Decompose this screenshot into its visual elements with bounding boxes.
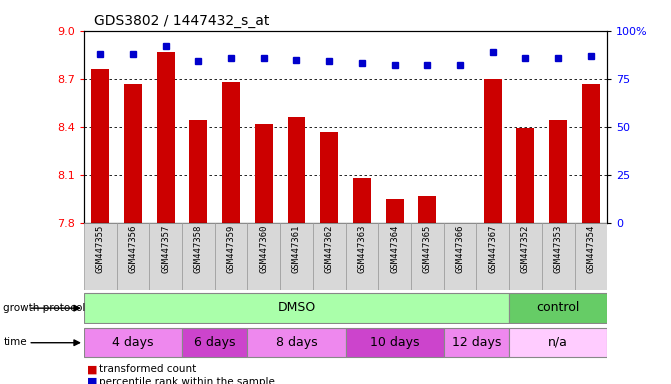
Bar bbox=[574, 223, 607, 290]
Text: control: control bbox=[537, 301, 580, 314]
Text: GSM447354: GSM447354 bbox=[586, 225, 595, 273]
Text: GSM447362: GSM447362 bbox=[325, 225, 333, 273]
Text: GDS3802 / 1447432_s_at: GDS3802 / 1447432_s_at bbox=[95, 14, 270, 28]
Text: GSM447359: GSM447359 bbox=[227, 225, 236, 273]
Text: 10 days: 10 days bbox=[370, 336, 419, 349]
Bar bbox=[444, 223, 476, 290]
Text: GSM447360: GSM447360 bbox=[259, 225, 268, 273]
Bar bbox=[156, 51, 174, 223]
Bar bbox=[386, 199, 404, 223]
Bar bbox=[542, 223, 574, 290]
Text: GSM447365: GSM447365 bbox=[423, 225, 432, 273]
Bar bbox=[150, 223, 182, 290]
Bar bbox=[84, 293, 509, 323]
Bar bbox=[418, 195, 436, 223]
Text: 4 days: 4 days bbox=[112, 336, 154, 349]
Bar bbox=[91, 69, 109, 223]
Text: GSM447363: GSM447363 bbox=[358, 225, 366, 273]
Bar bbox=[549, 120, 567, 223]
Text: n/a: n/a bbox=[548, 336, 568, 349]
Bar bbox=[509, 223, 542, 290]
Bar bbox=[320, 131, 338, 223]
Text: time: time bbox=[3, 337, 27, 347]
Text: DMSO: DMSO bbox=[277, 301, 315, 314]
Bar bbox=[444, 328, 509, 358]
Text: GSM447353: GSM447353 bbox=[554, 225, 563, 273]
Text: GSM447367: GSM447367 bbox=[488, 225, 497, 273]
Bar bbox=[353, 178, 371, 223]
Bar bbox=[509, 293, 607, 323]
Text: percentile rank within the sample: percentile rank within the sample bbox=[99, 377, 275, 384]
Bar bbox=[313, 223, 346, 290]
Text: GSM447357: GSM447357 bbox=[161, 225, 170, 273]
Bar bbox=[84, 223, 117, 290]
Text: growth protocol: growth protocol bbox=[3, 303, 86, 313]
Bar bbox=[582, 83, 600, 223]
Text: transformed count: transformed count bbox=[99, 364, 197, 374]
Bar bbox=[222, 82, 240, 223]
Text: GSM447358: GSM447358 bbox=[194, 225, 203, 273]
Bar bbox=[484, 79, 502, 223]
Text: GSM447366: GSM447366 bbox=[456, 225, 464, 273]
Bar bbox=[182, 223, 215, 290]
Text: GSM447361: GSM447361 bbox=[292, 225, 301, 273]
Bar bbox=[248, 223, 280, 290]
Bar bbox=[411, 223, 444, 290]
Text: 6 days: 6 days bbox=[194, 336, 236, 349]
Text: GSM447352: GSM447352 bbox=[521, 225, 530, 273]
Bar bbox=[215, 223, 248, 290]
Text: ■: ■ bbox=[87, 364, 98, 374]
Text: ■: ■ bbox=[87, 377, 98, 384]
Bar bbox=[287, 117, 305, 223]
Text: GSM447355: GSM447355 bbox=[96, 225, 105, 273]
Bar bbox=[255, 124, 273, 223]
Bar bbox=[346, 223, 378, 290]
Text: 12 days: 12 days bbox=[452, 336, 501, 349]
Bar bbox=[182, 328, 248, 358]
Bar bbox=[117, 223, 150, 290]
Text: 8 days: 8 days bbox=[276, 336, 317, 349]
Bar bbox=[84, 328, 182, 358]
Bar bbox=[346, 328, 444, 358]
Bar bbox=[280, 223, 313, 290]
Bar bbox=[248, 328, 346, 358]
Text: GSM447364: GSM447364 bbox=[390, 225, 399, 273]
Text: GSM447356: GSM447356 bbox=[128, 225, 138, 273]
Bar bbox=[378, 223, 411, 290]
Bar bbox=[517, 128, 535, 223]
Bar bbox=[124, 83, 142, 223]
Bar bbox=[509, 328, 607, 358]
Bar bbox=[476, 223, 509, 290]
Bar bbox=[189, 120, 207, 223]
